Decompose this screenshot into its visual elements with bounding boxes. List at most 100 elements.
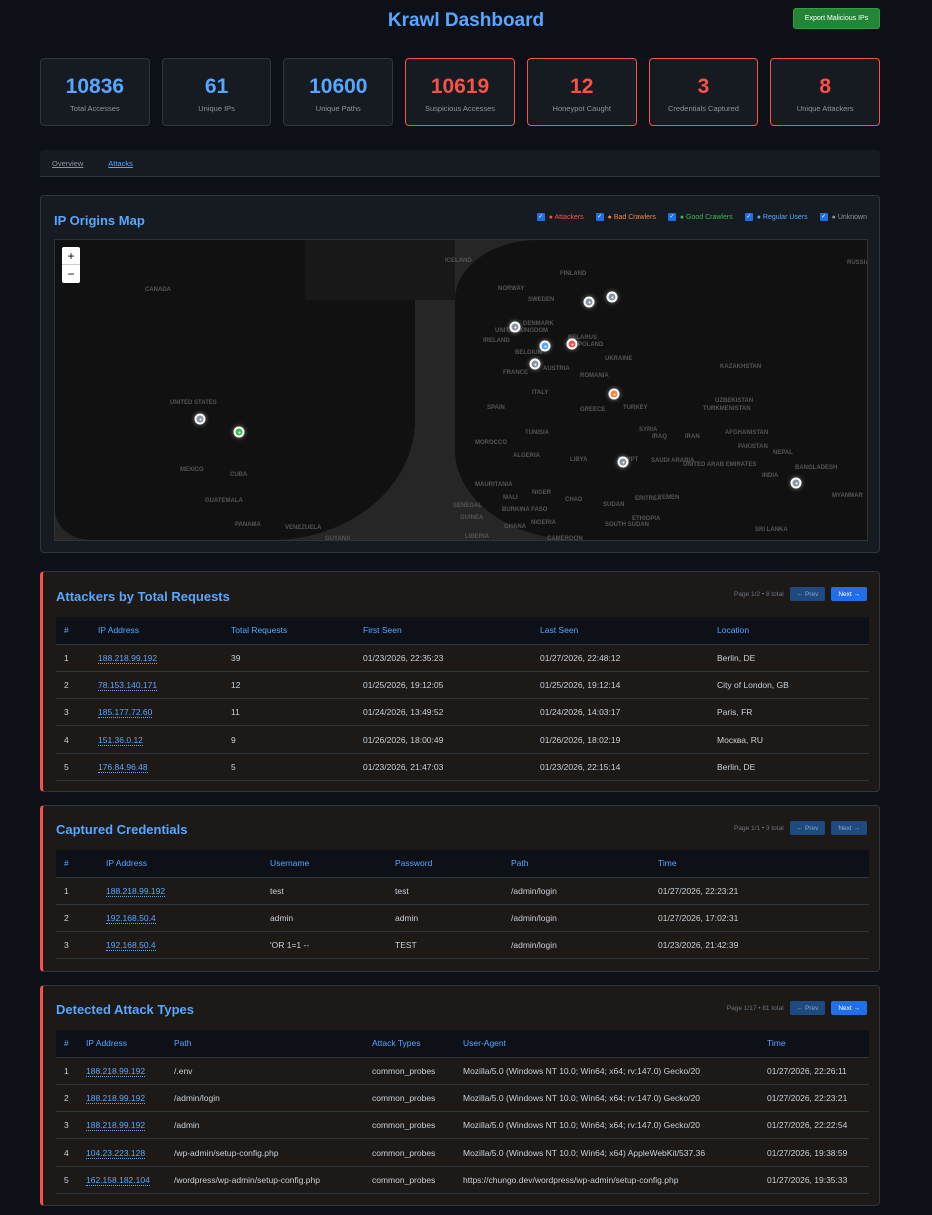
ip-link[interactable]: 185.177.72.60 bbox=[98, 707, 153, 719]
ip-link[interactable]: 162.158.182.104 bbox=[86, 1174, 150, 1186]
map-country-label: PAKISTAN bbox=[738, 444, 768, 450]
map-marker-good-crawler[interactable] bbox=[233, 426, 245, 438]
table-cell: TEST bbox=[387, 931, 503, 960]
column-header[interactable]: IP Address bbox=[90, 617, 223, 645]
map-country-label: ROMANIA bbox=[580, 373, 609, 379]
table-cell[interactable]: 104.23.223.128 bbox=[78, 1138, 166, 1167]
table-cell[interactable]: 188.218.99.192 bbox=[78, 1111, 166, 1140]
map-marker-attacker[interactable] bbox=[566, 338, 578, 350]
table-cell[interactable]: 185.177.72.60 bbox=[90, 698, 223, 727]
table-cell[interactable]: 192.168.50.4 bbox=[98, 904, 262, 933]
column-header[interactable]: Time bbox=[650, 850, 869, 878]
ip-link[interactable]: 151.36.0.12 bbox=[98, 734, 143, 746]
map-marker-unknown[interactable] bbox=[509, 321, 521, 333]
prev-button[interactable]: ← Prev bbox=[789, 821, 826, 835]
checkbox[interactable]: ✓ bbox=[667, 213, 676, 221]
column-header[interactable]: # bbox=[56, 1030, 78, 1058]
column-header[interactable]: # bbox=[56, 850, 98, 878]
ip-link[interactable]: 188.218.99.192 bbox=[86, 1065, 146, 1077]
column-header[interactable]: IP Address bbox=[98, 850, 262, 878]
legend-item[interactable]: ✓ ● Regular Users bbox=[744, 213, 808, 221]
table-cell[interactable]: 78.153.140.171 bbox=[90, 671, 223, 700]
map-country-label: UZBEKISTAN bbox=[715, 398, 754, 404]
export-malicious-ips-button[interactable]: Export Malicious IPs bbox=[793, 8, 880, 29]
table-row: 4 151.36.0.12 9 01/26/2026, 18:00:49 01/26/2… bbox=[56, 725, 869, 754]
legend-item[interactable]: ✓ ● Bad Crawlers bbox=[595, 213, 656, 221]
map-country-label: VENEZUELA bbox=[285, 525, 322, 531]
column-header[interactable]: Total Requests bbox=[223, 617, 355, 645]
stat-card: 10836 Total Accesses bbox=[40, 58, 150, 126]
map-country-label: KAZAKHSTAN bbox=[720, 364, 762, 370]
column-header[interactable]: Attack Types bbox=[364, 1030, 455, 1058]
map-marker-bad-crawler[interactable] bbox=[608, 388, 620, 400]
map-country-label: SENEGAL bbox=[453, 503, 483, 509]
map-marker-unknown[interactable] bbox=[617, 456, 629, 468]
map-marker-unknown[interactable] bbox=[790, 477, 802, 489]
stat-label: Credentials Captured bbox=[668, 104, 739, 113]
table-cell[interactable]: 162.158.182.104 bbox=[78, 1166, 166, 1194]
table-cell[interactable]: 176.84.96.48 bbox=[90, 753, 223, 781]
legend-item[interactable]: ✓ ● Good Crawlers bbox=[667, 213, 733, 221]
map-marker-unknown[interactable] bbox=[529, 358, 541, 370]
column-header[interactable]: First Seen bbox=[355, 617, 532, 645]
ip-link[interactable]: 104.23.223.128 bbox=[86, 1147, 146, 1159]
next-button[interactable]: Next → bbox=[831, 1001, 867, 1015]
prev-button[interactable]: ← Prev bbox=[789, 1001, 826, 1015]
zoom-in-button[interactable]: + bbox=[62, 247, 80, 265]
world-map[interactable]: + − CANADA UNITED STATES MEXICO CUBA GUATEMA… bbox=[54, 239, 868, 541]
table-header-row: # IP Address Path Attack Types User-Agent Tim… bbox=[56, 1030, 869, 1058]
tab-attacks[interactable]: Attacks bbox=[108, 159, 133, 168]
ip-link[interactable]: 192.168.50.4 bbox=[106, 940, 156, 952]
checkbox[interactable]: ✓ bbox=[595, 213, 604, 221]
column-header[interactable]: Username bbox=[262, 850, 387, 878]
zoom-out-button[interactable]: − bbox=[67, 267, 75, 281]
column-header[interactable]: Path bbox=[166, 1030, 364, 1058]
column-header[interactable]: Password bbox=[387, 850, 503, 878]
checkbox[interactable]: ✓ bbox=[744, 213, 753, 221]
checkbox[interactable]: ✓ bbox=[819, 213, 828, 221]
column-header[interactable]: Last Seen bbox=[532, 617, 709, 645]
table-header-row: # IP Address Username Password Path Time bbox=[56, 850, 869, 878]
page-info: Page 1/17 • 81 total bbox=[726, 1004, 784, 1012]
table-cell[interactable]: 188.218.99.192 bbox=[78, 1057, 166, 1085]
column-header[interactable]: User-Agent bbox=[455, 1030, 759, 1058]
map-country-label: YEMEN bbox=[658, 495, 680, 501]
ip-link[interactable]: 78.153.140.171 bbox=[98, 679, 158, 691]
ip-link[interactable]: 192.168.50.4 bbox=[106, 912, 156, 924]
ip-link[interactable]: 188.218.99.192 bbox=[86, 1092, 146, 1104]
legend-item[interactable]: ✓ ● Unknown bbox=[819, 213, 867, 221]
column-header[interactable]: Path bbox=[503, 850, 650, 878]
table-cell: City of London, GB bbox=[709, 671, 869, 700]
column-header[interactable]: Time bbox=[759, 1030, 869, 1058]
tab-overview[interactable]: Overview bbox=[52, 159, 84, 168]
next-button[interactable]: Next → bbox=[831, 587, 867, 601]
ip-link[interactable]: 188.218.99.192 bbox=[86, 1120, 146, 1132]
checkbox[interactable]: ✓ bbox=[536, 213, 545, 221]
legend-item[interactable]: ✓ ● Attackers bbox=[536, 213, 584, 221]
table-cell: 01/23/2026, 21:47:03 bbox=[355, 753, 532, 781]
map-title: IP Origins Map bbox=[54, 213, 145, 228]
table-cell[interactable]: 151.36.0.12 bbox=[90, 725, 223, 754]
table-cell[interactable]: 192.168.50.4 bbox=[98, 931, 262, 960]
ip-link[interactable]: 188.218.99.192 bbox=[98, 652, 158, 664]
legend-label: ● Regular Users bbox=[756, 213, 808, 221]
table-cell[interactable]: 188.218.99.192 bbox=[98, 877, 262, 905]
map-marker-regular-user[interactable] bbox=[539, 340, 551, 352]
table-cell: admin bbox=[387, 904, 503, 933]
map-marker-unknown[interactable] bbox=[583, 296, 595, 308]
table-cell: 5 bbox=[56, 1166, 78, 1194]
next-button[interactable]: Next → bbox=[831, 821, 867, 835]
column-header[interactable]: Location bbox=[709, 617, 869, 645]
stat-value: 61 bbox=[204, 75, 229, 98]
stat-card: 10619 Suspicious Accesses bbox=[405, 58, 515, 126]
table-cell[interactable]: 188.218.99.192 bbox=[90, 644, 223, 672]
column-header[interactable]: # bbox=[56, 617, 90, 645]
table-cell[interactable]: 188.218.99.192 bbox=[78, 1084, 166, 1113]
stat-value: 10836 bbox=[65, 75, 125, 98]
ip-link[interactable]: 176.84.96.48 bbox=[98, 761, 148, 773]
column-header[interactable]: IP Address bbox=[78, 1030, 166, 1058]
map-marker-unknown[interactable] bbox=[606, 291, 618, 303]
prev-button[interactable]: ← Prev bbox=[789, 587, 826, 601]
ip-link[interactable]: 188.218.99.192 bbox=[106, 885, 166, 897]
map-marker-unknown[interactable] bbox=[194, 413, 206, 425]
